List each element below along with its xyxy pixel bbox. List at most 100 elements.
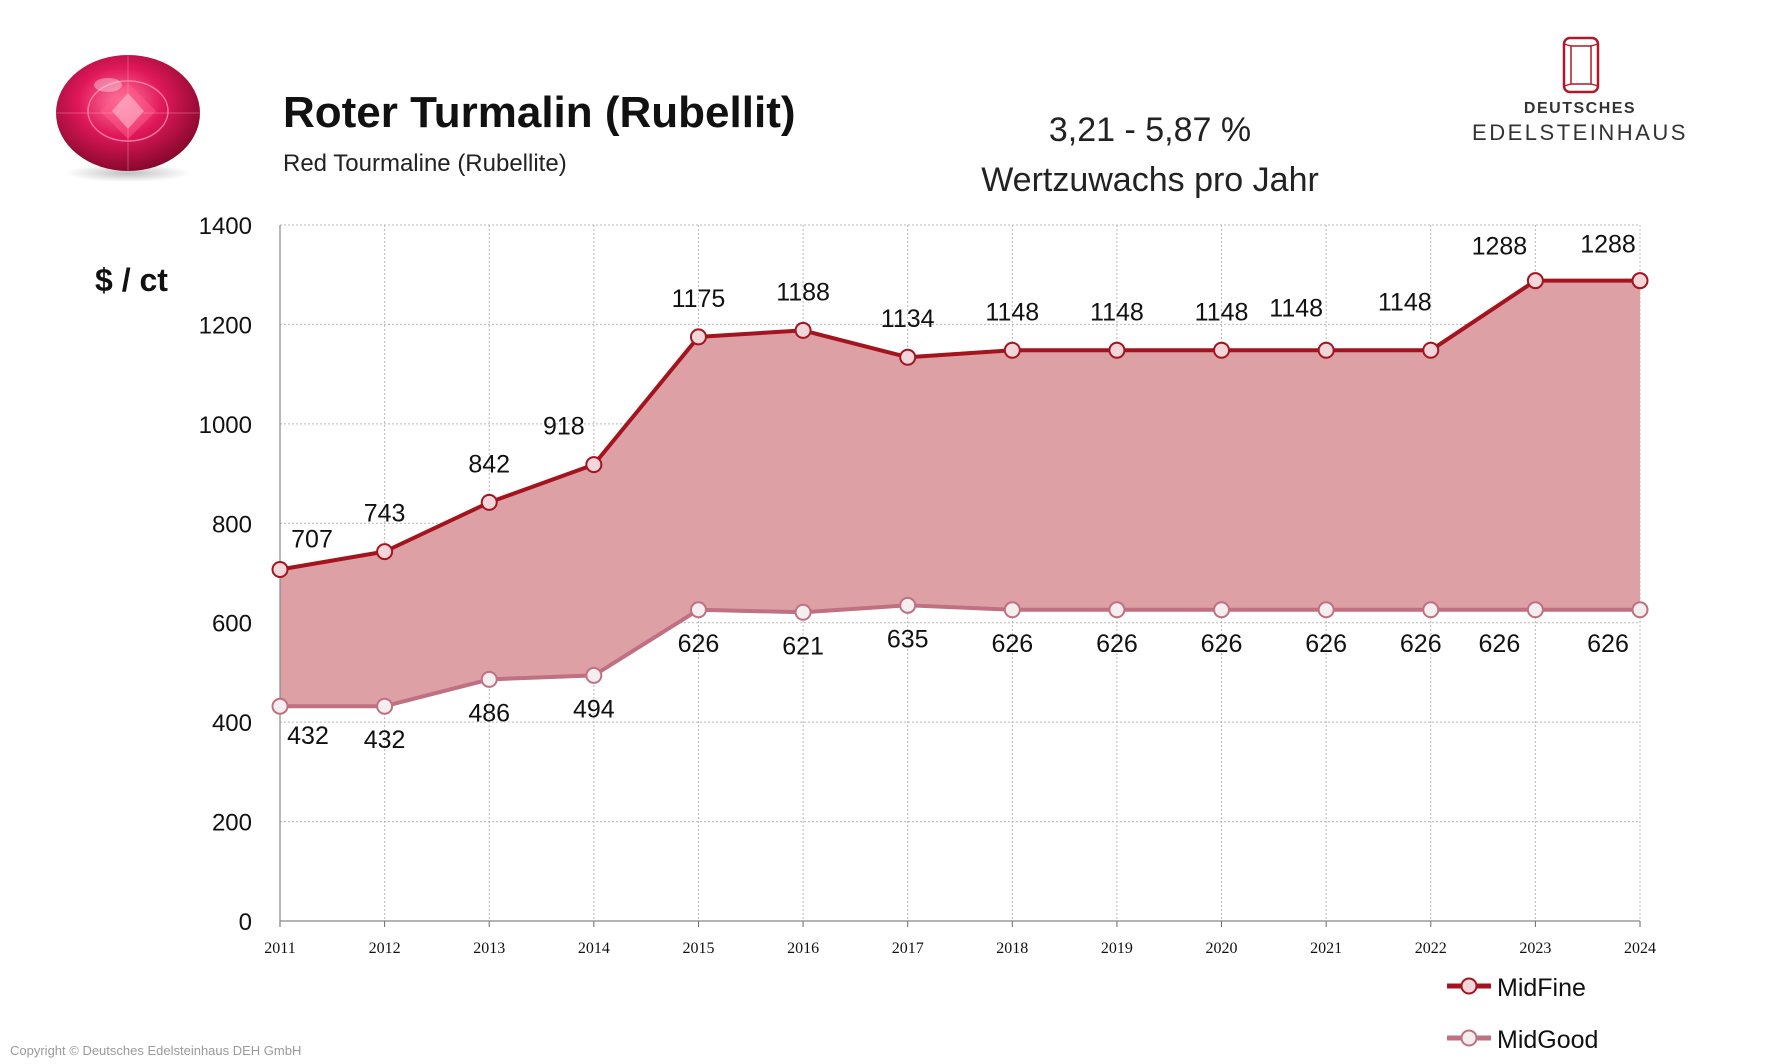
x-tick-label-2022: 2022 — [1415, 940, 1447, 957]
y-tick-label-200: 200 — [212, 810, 252, 837]
data-label-midfine-2016: 1188 — [776, 278, 830, 306]
legend-label-midgood: MidGood — [1497, 1026, 1599, 1054]
data-label-midfine-2018: 1148 — [985, 298, 1039, 326]
data-labels: 707 743 842 918 1175 1188 1134 1148 1148 1148 1148… — [287, 231, 1636, 755]
point-midfine-2023 — [1526, 272, 1544, 290]
data-label-midgood-2011: 432 — [287, 722, 329, 750]
x-tick-label-2016: 2016 — [787, 940, 819, 957]
data-label-midfine-2020: 1148 — [1195, 298, 1249, 326]
point-midgood-2024 — [1631, 601, 1649, 619]
chart-subtitle: Red Tourmaline (Rubellite) — [283, 150, 567, 177]
point-midfine-2015 — [689, 328, 707, 346]
x-tick-label-2023: 2023 — [1519, 940, 1551, 957]
x-tick-label-2012: 2012 — [369, 940, 401, 957]
series-points — [271, 272, 1649, 715]
legend-marker-midgood — [1447, 1029, 1491, 1047]
legend-label-midfine: MidFine — [1497, 974, 1586, 1002]
y-axis-label: $ / ct — [95, 262, 168, 298]
data-label-midfine-2024: 1288 — [1580, 231, 1636, 259]
point-midgood-2023 — [1526, 601, 1544, 619]
data-label-midfine-2011: 707 — [291, 526, 333, 554]
data-label-midgood-2015: 626 — [678, 630, 720, 658]
x-tick-label-2018: 2018 — [996, 940, 1028, 957]
point-midgood-2019 — [1108, 601, 1126, 619]
point-midgood-2012 — [376, 697, 394, 715]
point-midgood-2018 — [1003, 601, 1021, 619]
data-label-midgood-2024: 626 — [1587, 630, 1629, 658]
gem-outline-icon — [1562, 36, 1600, 94]
point-midfine-2019 — [1108, 341, 1126, 359]
y-tick-label-0: 0 — [239, 909, 252, 936]
rubellite-gem-image — [56, 55, 200, 182]
data-label-midfine-2013: 842 — [468, 450, 510, 478]
x-tick-label-2019: 2019 — [1101, 940, 1133, 957]
point-midgood-2016 — [794, 603, 812, 621]
y-tick-label-400: 400 — [212, 710, 252, 737]
legend-item-midfine: MidFine — [1445, 968, 1695, 1008]
point-midgood-2014 — [585, 666, 603, 684]
data-label-midgood-2023: 626 — [1479, 630, 1521, 658]
data-label-midgood-2020: 626 — [1201, 630, 1243, 658]
point-midfine-2011 — [271, 561, 289, 579]
value-band — [280, 280, 1640, 707]
series-line-midfine — [279, 278, 1640, 572]
x-tick-label-2014: 2014 — [578, 940, 610, 957]
y-tick-label-800: 800 — [212, 511, 252, 538]
point-midgood-2022 — [1422, 601, 1440, 619]
point-midgood-2017 — [899, 596, 917, 614]
point-midfine-2014 — [585, 456, 603, 474]
data-label-midgood-2019: 626 — [1096, 630, 1138, 658]
data-label-midfine-2023: 1288 — [1472, 233, 1528, 261]
y-tick-label-1400: 1400 — [199, 213, 252, 240]
y-tick-label-600: 600 — [212, 611, 252, 638]
point-midfine-2022 — [1422, 341, 1440, 359]
point-midgood-2013 — [480, 670, 498, 688]
point-midfine-2012 — [376, 543, 394, 561]
logo-text-line2: EDELSTEINHAUS — [1472, 120, 1688, 145]
growth-rate-caption: Wertzuwachs pro Jahr — [981, 161, 1319, 199]
data-label-midgood-2012: 432 — [364, 726, 406, 754]
y-tick-label-1200: 1200 — [199, 312, 252, 339]
point-midgood-2021 — [1317, 601, 1335, 619]
point-midgood-2011 — [271, 697, 289, 715]
x-tick-label-2017: 2017 — [892, 940, 924, 957]
x-tick-label-2015: 2015 — [682, 940, 714, 957]
growth-annotation: 3,21 - 5,87 % Wertzuwachs pro Jahr — [940, 105, 1360, 205]
point-midfine-2017 — [899, 348, 917, 366]
data-label-midfine-2021: 1148 — [1269, 294, 1323, 322]
company-logo: DEUTSCHES EDELSTEINHAUS — [1470, 36, 1690, 146]
series-line-midgood — [280, 603, 1640, 709]
data-label-midfine-2014: 918 — [543, 413, 585, 441]
point-midfine-2020 — [1213, 341, 1231, 359]
chart-title: Roter Turmalin (Rubellit) — [283, 88, 796, 137]
data-label-midgood-2013: 486 — [468, 699, 510, 727]
x-tick-label-2011: 2011 — [264, 940, 295, 957]
x-tick-label-2024: 2024 — [1624, 940, 1656, 957]
data-label-midfine-2015: 1175 — [672, 285, 726, 313]
data-label-midgood-2021: 626 — [1305, 630, 1347, 658]
data-label-midgood-2016: 621 — [782, 632, 824, 660]
point-midfine-2018 — [1003, 341, 1021, 359]
legend-item-midgood: MidGood — [1445, 1020, 1695, 1060]
x-tick-label-2013: 2013 — [473, 940, 505, 957]
legend-marker-midfine — [1447, 977, 1491, 995]
point-midfine-2016 — [794, 321, 812, 339]
point-midgood-2015 — [689, 601, 707, 619]
x-tick-label-2021: 2021 — [1310, 940, 1342, 957]
x-tick-label-2020: 2020 — [1206, 940, 1238, 957]
data-label-midgood-2017: 635 — [887, 625, 929, 653]
point-midfine-2013 — [480, 493, 498, 511]
point-midgood-2020 — [1213, 601, 1231, 619]
axes: 0 200 400 600 800 1000 1200 1400 2011 2012 2013 201… — [199, 213, 1656, 957]
logo-text-line1: DEUTSCHES — [1523, 100, 1637, 117]
data-label-midgood-2018: 626 — [991, 630, 1033, 658]
data-label-midfine-2022: 1148 — [1378, 288, 1432, 316]
shaded-band — [280, 280, 1640, 707]
data-label-midgood-2014: 494 — [573, 695, 615, 723]
point-midfine-2024 — [1631, 272, 1649, 290]
point-midfine-2021 — [1317, 341, 1335, 359]
copyright-notice: Copyright © Deutsches Edelsteinhaus DEH … — [10, 1043, 302, 1058]
data-label-midfine-2019: 1148 — [1090, 298, 1144, 326]
data-label-midfine-2017: 1134 — [881, 305, 935, 333]
